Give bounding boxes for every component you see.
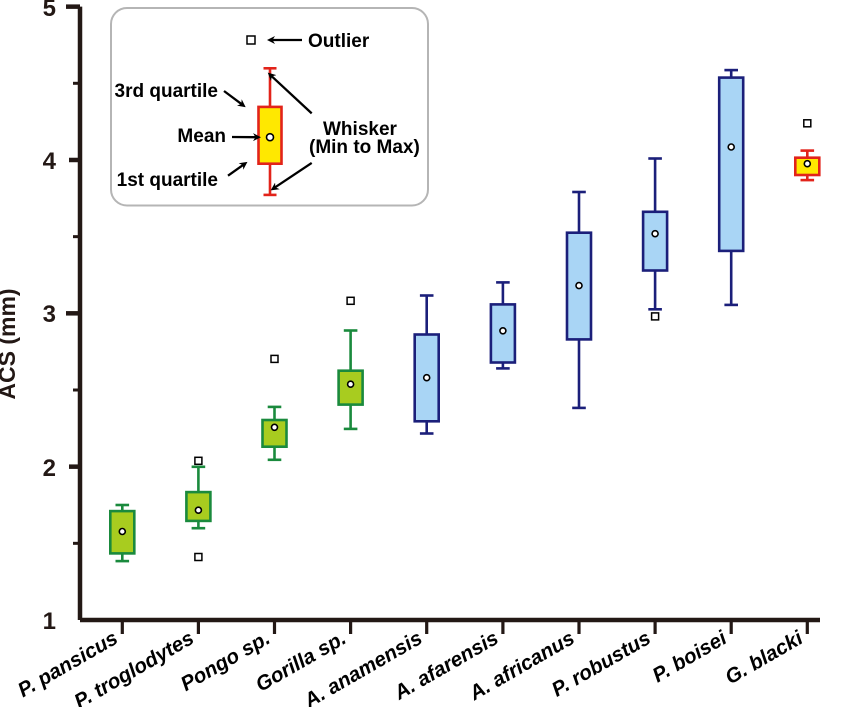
svg-text:P. boisei: P. boisei <box>648 626 731 687</box>
svg-text:4: 4 <box>43 148 57 175</box>
svg-text:1: 1 <box>43 608 56 635</box>
svg-text:Mean: Mean <box>177 126 226 147</box>
svg-text:3: 3 <box>43 301 56 328</box>
svg-text:1st quartile: 1st quartile <box>117 170 218 191</box>
svg-text:ACS (mm): ACS (mm) <box>0 288 20 399</box>
svg-text:G. blacki: G. blacki <box>721 626 808 689</box>
svg-text:(Min to Max): (Min to Max) <box>309 137 420 158</box>
svg-text:3rd quartile: 3rd quartile <box>115 81 218 102</box>
svg-text:5: 5 <box>43 0 56 22</box>
svg-text:Outlier: Outlier <box>308 31 370 52</box>
svg-text:2: 2 <box>43 455 56 482</box>
